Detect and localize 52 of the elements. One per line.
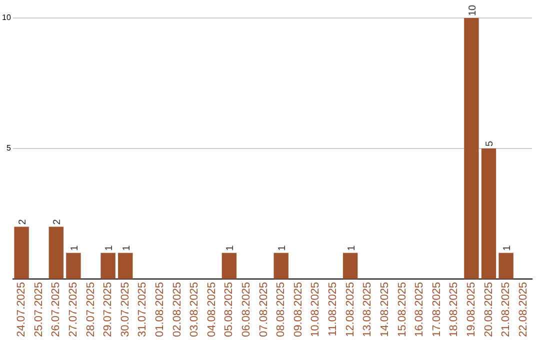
data-label: 2 (18, 218, 29, 225)
bar (274, 252, 288, 279)
x-tick-label: 13.08.2025 (362, 282, 374, 338)
x-tick-label: 11.08.2025 (327, 282, 340, 336)
x-tick-label: 19.08.2025 (465, 282, 478, 338)
x-tick-label: 27.07.2025 (67, 282, 80, 338)
x-tick-label: 16.08.2025 (414, 282, 426, 338)
x-tick-label: 01.08.2025 (154, 282, 166, 338)
x-tick-label: 17.08.2025 (430, 282, 443, 338)
x-tick-label: 28.07.2025 (84, 282, 97, 338)
data-label: 1 (502, 244, 514, 251)
bar (342, 252, 358, 279)
bar (498, 252, 514, 279)
bar (118, 252, 133, 279)
bar (66, 252, 81, 279)
data-label: 1 (277, 244, 288, 251)
x-tick-label: 03.08.2025 (188, 282, 201, 338)
x-tick-label: 22.08.2025 (517, 282, 530, 338)
x-tick-label: 15.08.2025 (396, 282, 408, 338)
x-tick-label: 25.07.2025 (32, 282, 45, 338)
x-tick-label: 12.08.2025 (344, 282, 356, 338)
data-label: 5 (484, 140, 496, 146)
x-tick-label: 08.08.2025 (275, 282, 288, 338)
x-tick-label: 29.07.2025 (102, 282, 114, 338)
x-tick-label: 04.08.2025 (206, 282, 218, 338)
x-tick-label: 30.07.2025 (119, 282, 132, 338)
x-tick-label: 02.08.2025 (171, 282, 184, 338)
bar (14, 226, 29, 279)
bar (222, 252, 237, 279)
bar (481, 148, 496, 279)
x-tick-label: 31.07.2025 (136, 282, 149, 338)
data-label: 1 (225, 244, 236, 251)
x-tick-label: 14.08.2025 (378, 282, 391, 338)
x-tick-label: 05.08.2025 (223, 282, 236, 338)
x-tick-label: 21.08.2025 (500, 282, 512, 338)
data-label: 2 (52, 218, 64, 225)
data-label: 10 (467, 4, 478, 16)
bar (100, 252, 116, 279)
x-tick-label: 18.08.2025 (448, 282, 460, 338)
data-label: 1 (346, 244, 358, 251)
x-tick-label: 07.08.2025 (258, 282, 270, 338)
x-tick-label: 09.08.2025 (292, 282, 304, 338)
bar (464, 18, 479, 279)
x-tick-label: 24.07.2025 (16, 282, 28, 338)
bar (48, 226, 64, 279)
x-tick-label: 20.08.2025 (482, 282, 495, 338)
x-tick-label: 26.07.2025 (50, 282, 62, 338)
x-tick-label: 10.08.2025 (310, 282, 322, 338)
data-label: 1 (69, 244, 80, 251)
data-label: 1 (104, 244, 116, 251)
data-label: 1 (121, 244, 132, 251)
x-tick-label: 06.08.2025 (240, 282, 253, 338)
